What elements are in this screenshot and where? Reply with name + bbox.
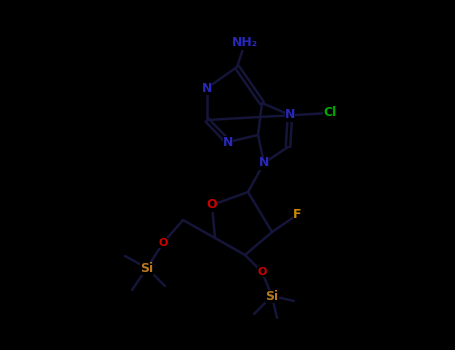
- Text: N: N: [202, 82, 212, 95]
- Text: N: N: [259, 156, 269, 169]
- Text: Si: Si: [265, 289, 278, 302]
- Text: Cl: Cl: [324, 106, 337, 119]
- Text: F: F: [293, 209, 301, 222]
- Text: NH₂: NH₂: [232, 36, 258, 49]
- Text: Si: Si: [141, 261, 154, 274]
- Text: N: N: [285, 108, 295, 121]
- Text: N: N: [223, 135, 233, 148]
- Text: O: O: [207, 198, 217, 211]
- Text: O: O: [258, 267, 267, 277]
- Text: O: O: [158, 238, 168, 248]
